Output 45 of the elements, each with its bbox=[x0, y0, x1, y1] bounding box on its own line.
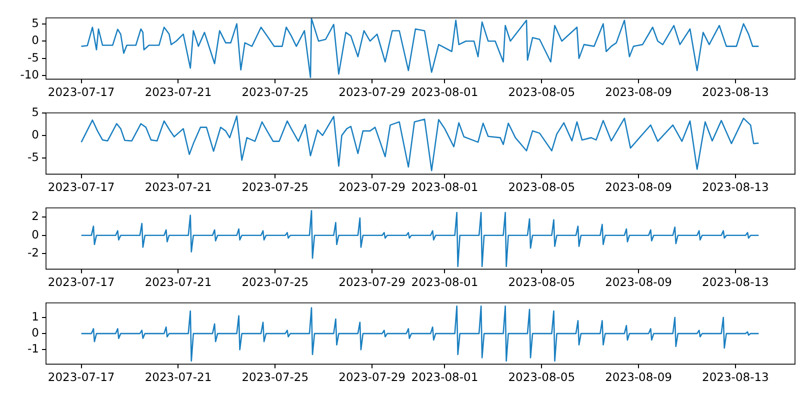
y-tick-label: -10 bbox=[20, 68, 39, 82]
y-tick-label: 0 bbox=[32, 326, 39, 340]
x-tick-label: 2023-08-09 bbox=[605, 180, 672, 194]
y-tick-label: 1 bbox=[32, 309, 39, 324]
x-tick-label: 2023-07-21 bbox=[144, 370, 212, 384]
x-tick-label: 2023-08-05 bbox=[508, 275, 576, 290]
y-tick-label: 0 bbox=[32, 33, 39, 48]
x-tick-label: 2023-08-05 bbox=[508, 180, 576, 194]
y-tick-label: 0 bbox=[32, 127, 39, 142]
x-tick-label: 2023-07-25 bbox=[242, 275, 309, 290]
x-tick-label: 2023-08-05 bbox=[508, 370, 576, 384]
x-tick-label: 2023-07-17 bbox=[48, 180, 115, 194]
x-tick-label: 2023-07-21 bbox=[144, 275, 212, 290]
x-tick-label: 2023-08-01 bbox=[411, 180, 478, 194]
x-tick-label: 2023-07-17 bbox=[48, 85, 115, 100]
x-tick-label: 2023-08-09 bbox=[605, 370, 672, 384]
x-tick-label: 2023-08-13 bbox=[702, 275, 769, 290]
x-tick-label: 2023-07-25 bbox=[242, 370, 309, 384]
x-tick-label: 2023-08-05 bbox=[508, 85, 576, 100]
x-tick-label: 2023-08-01 bbox=[411, 275, 478, 290]
y-tick-label: -1 bbox=[28, 342, 39, 356]
x-tick-label: 2023-07-21 bbox=[144, 180, 212, 194]
y-tick-label: -2 bbox=[28, 246, 39, 260]
x-tick-label: 2023-08-01 bbox=[411, 85, 478, 100]
y-tick-label: 5 bbox=[32, 16, 39, 30]
x-tick-label: 2023-07-25 bbox=[242, 85, 309, 100]
x-tick-label: 2023-08-09 bbox=[605, 85, 672, 100]
x-tick-label: 2023-08-13 bbox=[702, 370, 769, 384]
x-tick-label: 2023-08-09 bbox=[605, 275, 672, 290]
x-tick-label: 2023-07-29 bbox=[338, 180, 406, 194]
x-tick-label: 2023-07-21 bbox=[144, 85, 212, 100]
x-tick-label: 2023-07-29 bbox=[338, 275, 406, 290]
y-tick-label: -5 bbox=[28, 150, 39, 164]
x-tick-label: 2023-07-25 bbox=[242, 180, 309, 194]
y-tick-label: -5 bbox=[28, 50, 39, 64]
y-tick-label: 5 bbox=[32, 104, 39, 119]
x-tick-label: 2023-07-17 bbox=[48, 275, 115, 290]
x-tick-label: 2023-07-29 bbox=[338, 85, 406, 100]
x-tick-label: 2023-07-17 bbox=[48, 370, 115, 384]
x-tick-label: 2023-08-01 bbox=[411, 370, 478, 384]
y-tick-label: 0 bbox=[32, 227, 39, 242]
x-tick-label: 2023-08-13 bbox=[702, 85, 769, 100]
y-tick-label: 2 bbox=[32, 209, 39, 224]
x-tick-label: 2023-07-29 bbox=[338, 370, 406, 384]
x-tick-label: 2023-08-13 bbox=[702, 180, 769, 194]
